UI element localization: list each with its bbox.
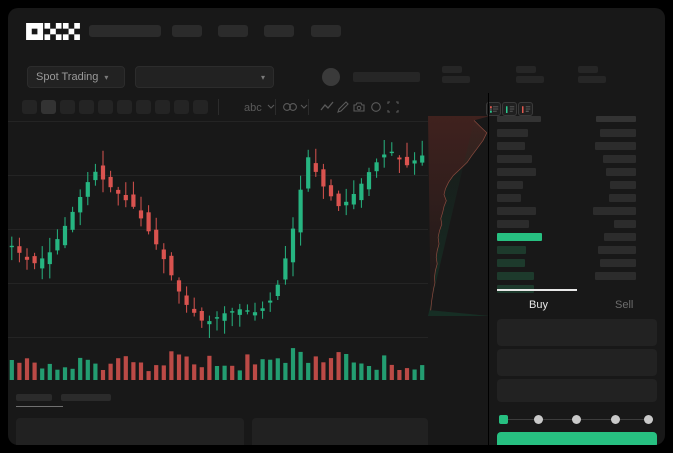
svg-text:abc: abc [244,102,262,114]
